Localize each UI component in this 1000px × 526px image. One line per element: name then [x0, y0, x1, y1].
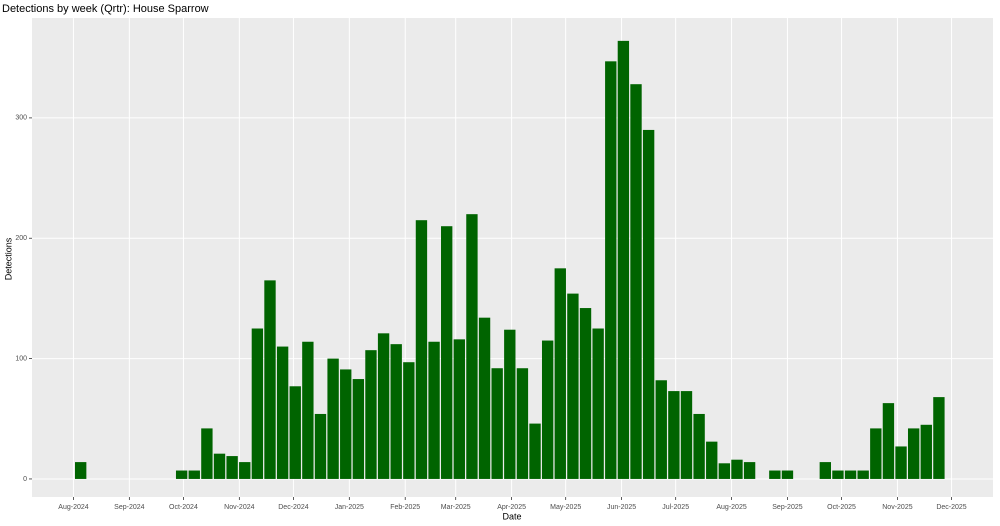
- bar: [857, 470, 869, 479]
- bar: [605, 61, 617, 479]
- bar: [642, 129, 655, 479]
- bar: [365, 350, 377, 479]
- bar: [314, 413, 327, 479]
- x-tick-label: Dec-2024: [278, 504, 308, 511]
- y-tick-label: 300: [15, 115, 27, 122]
- bar: [895, 446, 907, 479]
- bar: [226, 456, 238, 479]
- bar: [377, 333, 390, 479]
- x-tick-label: May-2025: [550, 504, 581, 511]
- bar: [832, 470, 844, 479]
- bar: [504, 329, 516, 479]
- bar: [680, 391, 693, 479]
- bar: [491, 368, 503, 479]
- y-tick-label: 100: [15, 355, 27, 362]
- bar: [592, 328, 604, 479]
- bar: [933, 397, 945, 479]
- chart-title: Detections by week (Qrtr): House Sparrow: [2, 3, 209, 15]
- bar: [251, 328, 264, 479]
- bar: [289, 386, 301, 479]
- x-tick-label: Dec-2025: [936, 504, 966, 511]
- x-tick-label: Jun-2025: [607, 504, 636, 511]
- bar: [693, 413, 705, 479]
- bar: [516, 368, 529, 479]
- bar: [478, 317, 491, 479]
- bar: [554, 268, 566, 479]
- bar: [529, 423, 541, 479]
- x-tick-label: Mar-2025: [441, 504, 471, 511]
- y-axis-label: Detections: [3, 237, 13, 280]
- x-tick-label: Jul-2025: [662, 504, 689, 511]
- bar: [188, 470, 200, 479]
- bar: [390, 344, 402, 479]
- bar: [340, 369, 352, 479]
- bar: [75, 462, 87, 479]
- x-tick-label: Nov-2025: [882, 504, 912, 511]
- bar: [466, 214, 478, 479]
- x-axis-label: Date: [502, 511, 521, 521]
- bar: [453, 339, 465, 479]
- x-tick-label: Aug-2025: [716, 504, 746, 511]
- bar: [541, 340, 554, 479]
- x-tick-label: Sep-2025: [772, 504, 802, 511]
- bar: [743, 462, 756, 479]
- bar: [567, 293, 579, 479]
- bar: [819, 462, 832, 479]
- bar: [403, 362, 415, 479]
- x-tick-label: Sep-2024: [114, 504, 144, 511]
- x-tick-label: Feb-2025: [390, 504, 420, 511]
- x-tick-label: Oct-2024: [169, 504, 198, 511]
- bar: [920, 424, 932, 479]
- y-tick-label: 0: [23, 476, 27, 483]
- bar: [428, 341, 440, 479]
- bar: [630, 84, 642, 479]
- y-tick-label: 200: [15, 235, 27, 242]
- bar: [781, 470, 794, 479]
- x-tick-label: Nov-2024: [224, 504, 254, 511]
- bar: [352, 379, 365, 479]
- bar: [302, 341, 314, 479]
- x-tick-label: Oct-2025: [827, 504, 856, 511]
- bar: [731, 459, 743, 479]
- bar: [264, 280, 276, 479]
- bar: [415, 220, 428, 479]
- bar: [882, 403, 895, 479]
- bar: [718, 463, 731, 479]
- bar: [769, 470, 781, 479]
- bar: [239, 462, 251, 479]
- bar: [579, 308, 592, 479]
- x-tick-label: Aug-2024: [58, 504, 88, 511]
- bar: [907, 428, 920, 479]
- bar: [617, 40, 630, 479]
- x-tick-label: Apr-2025: [497, 504, 526, 511]
- bar: [655, 380, 667, 479]
- bar: [327, 358, 339, 479]
- bar: [668, 391, 680, 479]
- bar: [175, 470, 188, 479]
- bar: [706, 441, 718, 479]
- bar: [870, 428, 882, 479]
- x-tick-label: Jan-2025: [335, 504, 364, 511]
- bar: [213, 453, 226, 479]
- bar: [441, 226, 453, 479]
- bar: [276, 346, 289, 479]
- bar: [844, 470, 857, 479]
- bar: [201, 428, 213, 479]
